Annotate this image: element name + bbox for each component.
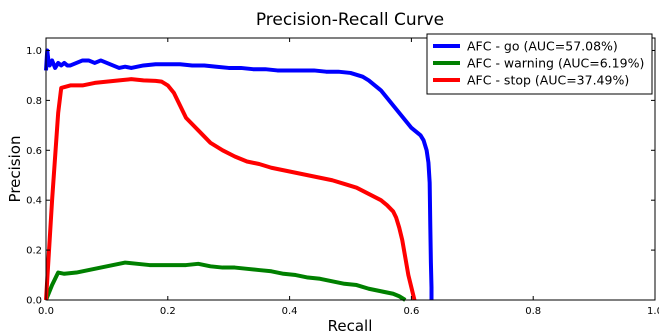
y-tick-label: 0.4	[26, 196, 42, 207]
series-line-1	[44, 260, 407, 302]
y-tick-label: 0.2	[26, 246, 42, 257]
series-line-0	[44, 48, 434, 300]
legend-label-1: AFC - warning (AUC=6.19%)	[467, 56, 644, 71]
ticks-layer: 0.0 0.2 0.4 0.6 0.8 1.0 0.0 0.2 0.4 0.6 0.8 1.0	[26, 38, 659, 317]
series-layer	[44, 48, 434, 302]
plot-frame	[45, 37, 656, 301]
legend-label-0: AFC - go (AUC=57.08%)	[467, 39, 618, 54]
x-tick-label: 0.2	[160, 306, 176, 317]
x-tick-label: 0.4	[282, 306, 298, 317]
x-tick-label: 1.0	[647, 306, 659, 317]
x-tick-label: 0.8	[525, 306, 541, 317]
legend: AFC - go (AUC=57.08%) AFC - warning (AUC=…	[426, 33, 653, 95]
y-tick-label: 0.0	[26, 296, 42, 307]
x-tick-label: 0.0	[38, 306, 54, 317]
legend-label-2: AFC - stop (AUC=37.49%)	[467, 73, 629, 88]
y-tick-label: 0.8	[26, 96, 42, 107]
y-tick-label: 0.6	[26, 146, 42, 157]
x-axis-label: Recall	[328, 317, 373, 335]
y-axis-label: Precision	[6, 136, 24, 203]
series-line-2	[44, 77, 417, 301]
x-tick-label: 0.6	[403, 306, 419, 317]
y-tick-label: 1.0	[26, 46, 42, 57]
chart-title: Precision-Recall Curve	[256, 10, 444, 30]
legend-box	[426, 33, 653, 95]
